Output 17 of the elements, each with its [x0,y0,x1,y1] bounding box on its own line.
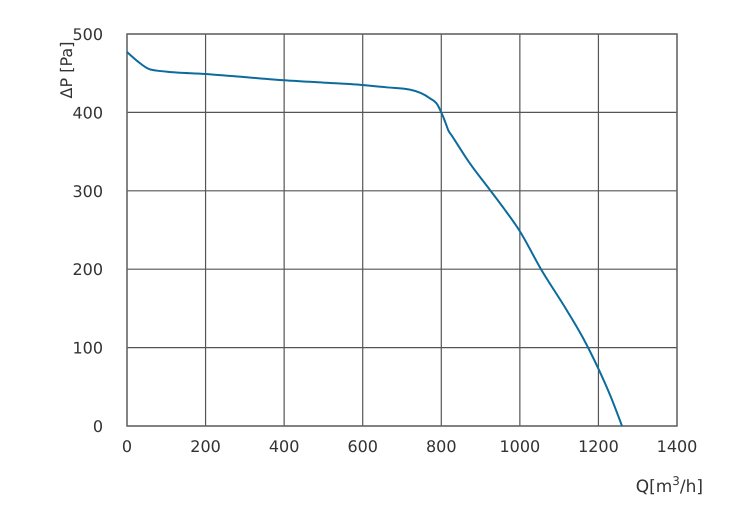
y-tick-label: 300 [72,182,103,201]
line-series [126,51,623,427]
y-tick-label: 500 [72,25,103,44]
x-tick-label: 200 [190,437,221,456]
x-tick-label: 800 [426,437,457,456]
y-axis-title: ΔP [Pa] [57,42,76,98]
x-axis-title: Q[m$^{3}$/h] [636,474,703,497]
x-tick-label: 600 [347,437,378,456]
y-tick-label: 200 [72,260,103,280]
x-tick-label: 1000 [500,437,540,456]
y-tick-label: 0 [92,417,103,436]
y-tick-label: 100 [72,338,103,358]
x-tick-label: 400 [268,437,300,456]
y-tick-label: 400 [72,103,103,122]
x-tick-label: 1400 [656,437,698,456]
x-tick-label: 1200 [578,437,619,456]
x-tick-label: 0 [122,437,132,456]
